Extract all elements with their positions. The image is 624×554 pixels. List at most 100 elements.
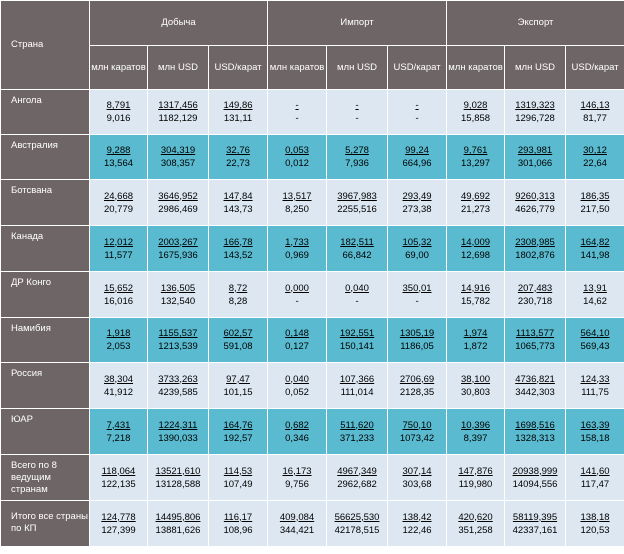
value-previous: 107,49 [223, 478, 253, 490]
subheader-2: USD/карат [207, 45, 269, 90]
value-cell: 9,028 15,858 [446, 89, 506, 135]
value-previous: 141,98 [580, 249, 610, 261]
value-cell: 138,42 122,46 [387, 500, 448, 547]
table-row: Намибия 1,918 2,053 1155,537 1213,539 602,57 5… [0, 317, 624, 363]
value-current: 14,916 [461, 282, 491, 294]
value-cell: 1155,537 1213,539 [147, 317, 209, 363]
value-cell: 192,551 150,141 [326, 317, 389, 363]
value-cell: 0,148 0,127 [267, 317, 328, 363]
value-current: 0,040 [285, 373, 309, 385]
value-previous: 303,68 [402, 478, 432, 490]
value-previous: 66,842 [342, 249, 372, 261]
value-current: 4736,821 [515, 373, 555, 385]
value-current: 164,76 [223, 419, 253, 431]
value-previous: 14,62 [583, 295, 607, 307]
value-previous: 13,564 [103, 158, 134, 169]
value-current: 56625,530 [334, 511, 380, 523]
value-previous: 13,297 [461, 158, 491, 169]
table-row: Всего по 8 ведущим странам 118,064 122,135… [0, 454, 624, 501]
value-previous: 20,779 [103, 203, 134, 215]
value-previous: 192,57 [223, 432, 253, 444]
country-label: Ангола [11, 95, 42, 106]
value-current: 138,18 [580, 511, 610, 523]
value-cell: 99,24 664,96 [387, 134, 448, 180]
value-cell: 2308,985 1802,876 [504, 225, 567, 272]
value-cell: 1317,456 1182,129 [147, 89, 209, 135]
value-cell: 350,01- [387, 271, 448, 318]
value-cell: 186,35 217,50 [565, 179, 624, 226]
value-previous: 111,75 [581, 386, 609, 398]
value-previous: 2,053 [106, 341, 131, 352]
value-current: 350,01 [402, 282, 432, 294]
value-cell: 105,32 69,00 [387, 225, 448, 272]
value-current: 1113,577 [515, 328, 555, 339]
value-previous: 42337,161 [512, 524, 558, 536]
value-current: 0,053 [285, 145, 309, 156]
value-current: 9,288 [106, 145, 131, 156]
value-previous: 664,96 [402, 158, 432, 169]
value-cell: 149,86 131,11 [207, 89, 269, 135]
value-previous: 1186,05 [400, 341, 434, 352]
value-current: 420,620 [458, 511, 493, 523]
value-cell: 13,91 14,62 [565, 271, 624, 318]
value-cell: 164,76 192,57 [207, 408, 269, 455]
value-previous: 0,052 [285, 386, 309, 398]
value-cell: 16,173 9,756 [267, 454, 328, 501]
value-previous: 308,357 [160, 158, 196, 169]
value-previous: 8,250 [285, 203, 309, 215]
value-cell: 10,396 8,397 [446, 408, 506, 455]
value-cell: 1,974 1,872 [446, 317, 506, 363]
value-previous: 1182,129 [158, 113, 198, 124]
value-current: 58119,395 [512, 511, 558, 523]
value-current: 13,517 [282, 190, 312, 202]
value-cell: 1224,311 1390,033 [147, 408, 209, 455]
value-cell: 13521,610 13128,588 [147, 454, 209, 501]
value-previous: 16,016 [103, 295, 134, 307]
value-previous: 0,012 [285, 158, 309, 169]
value-current: 124,778 [101, 511, 136, 523]
header-group-export: Экспорт [446, 0, 624, 46]
value-cell: 2003,267 1675,936 [147, 225, 209, 272]
value-current: 3646,952 [158, 190, 198, 202]
value-cell: 124,33 111,75 [565, 362, 624, 409]
value-current: 9260,313 [515, 190, 555, 202]
value-cell: 5,278 7,936 [326, 134, 389, 180]
value-cell: -- [267, 89, 328, 135]
value-current: - [355, 100, 359, 111]
value-previous: 1296,728 [515, 113, 555, 124]
value-previous: 2986,469 [158, 203, 198, 215]
value-previous: 122,46 [402, 524, 432, 536]
subheader-7: млн USD [504, 45, 567, 90]
value-current: 1,733 [285, 236, 309, 248]
country-name: Австралия [0, 134, 90, 180]
value-cell: 750,10 1073,42 [387, 408, 448, 455]
value-previous: 569,43 [580, 341, 610, 352]
value-cell: 56625,530 42178,515 [326, 500, 389, 547]
country-name: Ботсвана [0, 179, 90, 226]
value-cell: 0,040- [326, 271, 389, 318]
value-current: 1319,323 [515, 100, 555, 111]
value-current: 8,791 [106, 100, 131, 111]
value-cell: 7,431 7,218 [89, 408, 148, 455]
value-previous: 273,38 [402, 203, 432, 215]
value-cell: 0,040 0,052 [267, 362, 328, 409]
value-current: 118,064 [101, 465, 136, 477]
value-current: 16,173 [282, 465, 312, 477]
value-current: 49,692 [461, 190, 491, 202]
country-name: Намибия [0, 317, 90, 363]
value-cell: 307,14 303,68 [387, 454, 448, 501]
value-previous: 81,77 [583, 113, 607, 124]
country-name: ЮАР [0, 408, 90, 455]
value-previous: 15,858 [461, 113, 491, 124]
value-previous: 230,718 [517, 295, 553, 307]
table-row: Итого все страны по КП 124,778 127,399 1449… [0, 500, 624, 547]
value-previous: 13128,588 [155, 478, 201, 490]
value-previous: 30,803 [461, 386, 491, 398]
value-cell: 602,57 591,08 [207, 317, 269, 363]
value-cell: 118,064 122,135 [89, 454, 148, 501]
value-previous: 22,73 [226, 158, 250, 169]
value-current: 14495,806 [155, 511, 201, 523]
value-previous: 8,28 [228, 295, 248, 307]
value-current: 12,012 [103, 236, 134, 248]
